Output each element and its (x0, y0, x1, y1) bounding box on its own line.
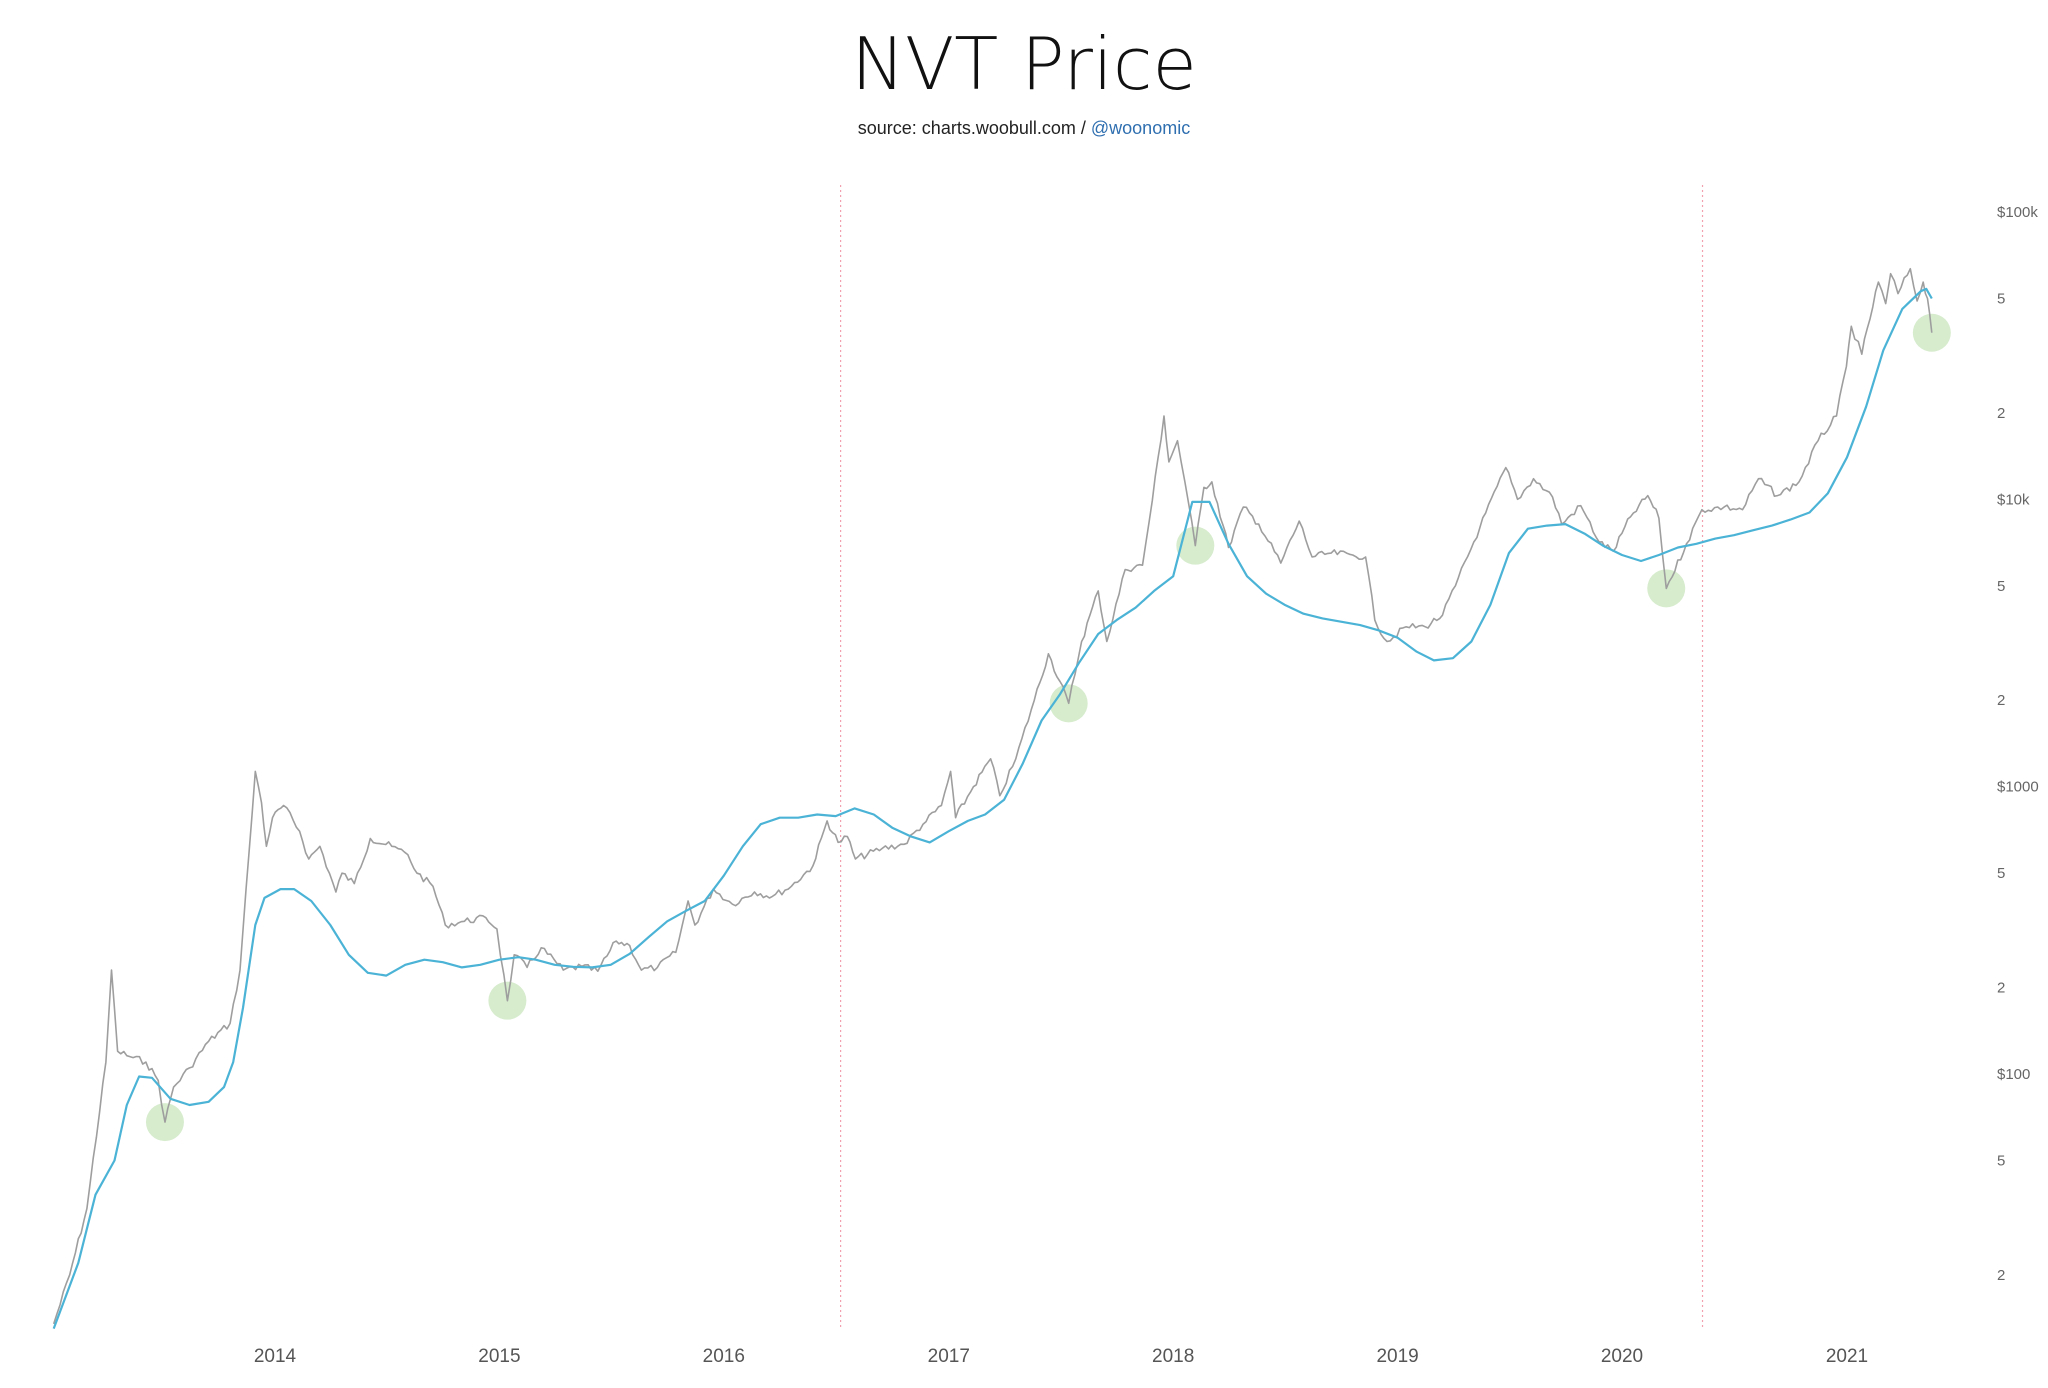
y-axis: $100k 5 2 $10k 5 2 $1000 5 2 $100 5 2 (1997, 204, 2039, 1284)
price-series-line (52, 267, 1933, 1325)
y-tick-label: 5 (1997, 865, 2005, 882)
source-handle-link[interactable]: @woonomic (1090, 118, 1191, 138)
y-tick-label: $1000 (1997, 779, 2039, 796)
y-tick-label: 2 (1997, 405, 2005, 422)
x-tick-label: 2020 (1601, 1346, 1643, 1367)
x-tick-label: 2015 (478, 1346, 520, 1367)
x-tick-label: 2018 (1152, 1346, 1194, 1367)
y-tick-label: 5 (1997, 290, 2005, 307)
y-tick-label: $100 (1997, 1066, 2030, 1083)
y-tick-label: 2 (1997, 980, 2005, 997)
y-tick-label: 5 (1997, 1152, 2005, 1169)
x-tick-label: 2014 (254, 1346, 297, 1367)
x-tick-label: 2019 (1376, 1346, 1418, 1367)
x-tick-label: 2021 (1826, 1346, 1868, 1367)
series-lines (52, 267, 1933, 1329)
y-tick-label: $10k (1997, 491, 2030, 508)
y-tick-label: 2 (1997, 692, 2005, 709)
nvt-price-series-line (52, 287, 1933, 1329)
highlight-circles (145, 313, 1951, 1142)
chart-source: source: charts.woobull.com / @woonomic (0, 118, 2048, 139)
vertical-markers (840, 185, 1704, 1330)
chart-title: NVT Price (851, 22, 1197, 106)
y-tick-label: 2 (1997, 1267, 2005, 1284)
source-prefix: source: charts.woobull.com / (857, 118, 1086, 138)
y-tick-label: $100k (1997, 204, 2038, 221)
x-tick-label: 2016 (703, 1346, 745, 1367)
highlight-point-circle (1912, 313, 1951, 352)
x-axis: 2014 2015 2016 2017 2018 2019 2020 2021 (254, 1346, 1868, 1367)
x-tick-label: 2017 (928, 1346, 970, 1367)
y-tick-label: 5 (1997, 578, 2005, 595)
